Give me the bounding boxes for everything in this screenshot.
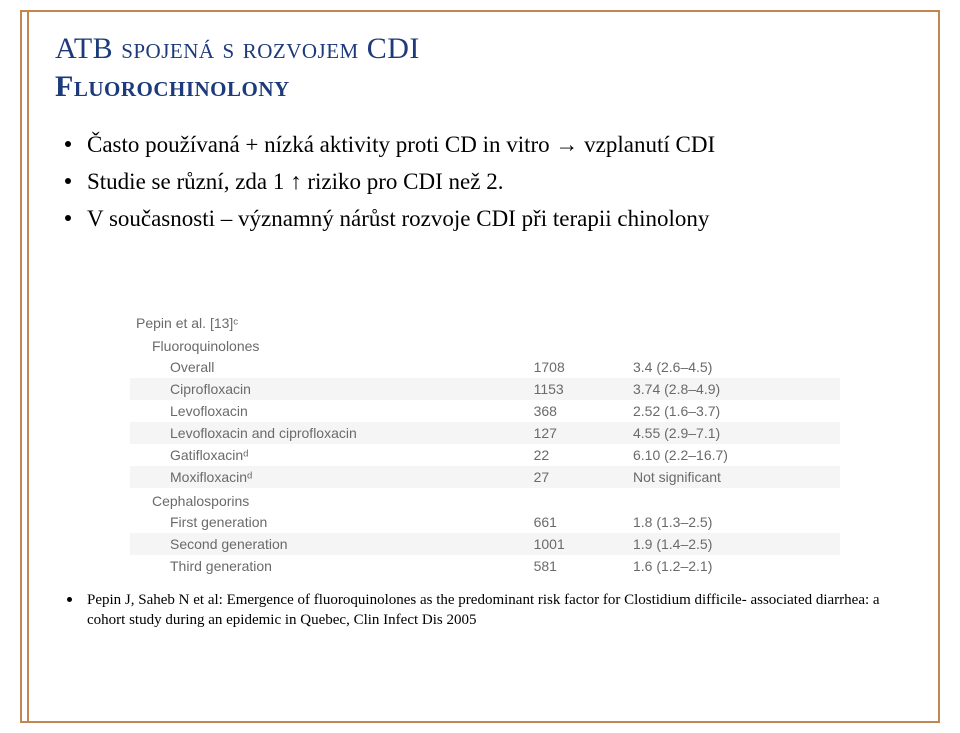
table-section-label: Fluoroquinolones <box>130 333 840 356</box>
frame-top <box>20 10 940 12</box>
table-cell-value: 4.55 (2.9–7.1) <box>627 422 840 444</box>
bullet-item: V současnosti – významný nárůst rozvoje … <box>87 203 915 234</box>
table-cell-n: 1153 <box>528 378 627 400</box>
table-row: First generation6611.8 (1.3–2.5) <box>130 511 840 533</box>
table-cell-n: 368 <box>528 400 627 422</box>
title-word-cdi: CDI <box>367 32 420 65</box>
title-mid: spojená s rozvojem <box>113 32 367 65</box>
table-section-label: Cephalosporins <box>130 488 840 511</box>
table-cell-label: Gatifloxacinᵈ <box>130 444 528 466</box>
table-cell-label: Moxifloxacinᵈ <box>130 466 528 488</box>
table-cell-n: 22 <box>528 444 627 466</box>
table-cell-label: Levofloxacin and ciprofloxacin <box>130 422 528 444</box>
table-section-row: Cephalosporins <box>130 488 840 511</box>
title2-first-letter: F <box>55 70 74 103</box>
table-row: Levofloxacin3682.52 (1.6–3.7) <box>130 400 840 422</box>
table-cell-label: Levofloxacin <box>130 400 528 422</box>
table-cell-value: 3.74 (2.8–4.9) <box>627 378 840 400</box>
table-cell-value: 2.52 (1.6–3.7) <box>627 400 840 422</box>
table-cell-value: 3.4 (2.6–4.5) <box>627 356 840 378</box>
table-row: Third generation5811.6 (1.2–2.1) <box>130 555 840 577</box>
table-cell-value: 6.10 (2.2–16.7) <box>627 444 840 466</box>
table-cell-n: 27 <box>528 466 627 488</box>
table-cell-value: 1.8 (1.3–2.5) <box>627 511 840 533</box>
table-cell-label: Overall <box>130 356 528 378</box>
table-cell-value: 1.6 (1.2–2.1) <box>627 555 840 577</box>
table-cell-label: First generation <box>130 511 528 533</box>
table-row: Gatifloxacinᵈ226.10 (2.2–16.7) <box>130 444 840 466</box>
frame-bottom <box>20 721 940 723</box>
frame-left-inner <box>27 10 29 723</box>
table-section-row: Fluoroquinolones <box>130 333 840 356</box>
table-cell-label: Ciprofloxacin <box>130 378 528 400</box>
table-section-row: Pepin et al. [13]ᶜ <box>130 310 840 333</box>
table-cell-label: Second generation <box>130 533 528 555</box>
data-table-region: Pepin et al. [13]ᶜFluoroquinolonesOveral… <box>130 310 840 577</box>
citation-text: Pepin J, Saheb N et al: Emergence of flu… <box>87 590 915 631</box>
bullet-item: Studie se různí, zda 1 ↑ riziko pro CDI … <box>87 166 915 197</box>
title-word-atb: ATB <box>55 32 113 65</box>
slide-content: ATB spojená s rozvojem CDI Fluorochinolo… <box>55 30 915 240</box>
table-cell-n: 1001 <box>528 533 627 555</box>
table-cell-value: 1.9 (1.4–2.5) <box>627 533 840 555</box>
citation-region: Pepin J, Saheb N et al: Emergence of flu… <box>55 590 915 631</box>
table-cell-n: 1708 <box>528 356 627 378</box>
slide-title-line2: Fluorochinolony <box>55 68 915 106</box>
table-cell-label: Third generation <box>130 555 528 577</box>
table-row: Levofloxacin and ciprofloxacin1274.55 (2… <box>130 422 840 444</box>
frame-right <box>938 10 940 723</box>
table-cell-n: 127 <box>528 422 627 444</box>
bullet-list: Často používaná + nízká aktivity proti C… <box>55 129 915 234</box>
table-section-label: Pepin et al. [13]ᶜ <box>130 310 840 333</box>
title2-rest: luorochinolony <box>74 70 290 103</box>
table-row: Overall17083.4 (2.6–4.5) <box>130 356 840 378</box>
slide-title-line1: ATB spojená s rozvojem CDI <box>55 30 915 68</box>
table-cell-n: 581 <box>528 555 627 577</box>
bullet-item: Často používaná + nízká aktivity proti C… <box>87 129 915 160</box>
table-cell-n: 661 <box>528 511 627 533</box>
frame-left <box>20 10 22 723</box>
data-table: Pepin et al. [13]ᶜFluoroquinolonesOveral… <box>130 310 840 577</box>
table-row: Second generation10011.9 (1.4–2.5) <box>130 533 840 555</box>
table-row: Moxifloxacinᵈ27Not significant <box>130 466 840 488</box>
table-row: Ciprofloxacin11533.74 (2.8–4.9) <box>130 378 840 400</box>
table-cell-value: Not significant <box>627 466 840 488</box>
